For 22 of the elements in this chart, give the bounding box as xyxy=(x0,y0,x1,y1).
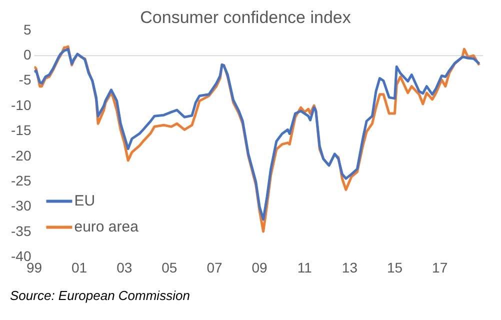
y-tick-label: -20 xyxy=(11,147,32,164)
x-tick-label: 01 xyxy=(72,259,88,276)
y-tick-label: -15 xyxy=(11,122,32,138)
x-tick-label: 15 xyxy=(386,259,403,276)
legend-label: EU xyxy=(74,192,96,210)
y-tick-label: -25 xyxy=(11,172,32,188)
x-tick-label: 11 xyxy=(297,259,312,276)
legend-label: euro area xyxy=(74,218,140,236)
source-note: Source: European Commission xyxy=(10,288,191,303)
y-tick-label: -5 xyxy=(18,72,32,88)
x-tick-label: 13 xyxy=(342,259,358,276)
y-tick-label: 5 xyxy=(23,21,32,38)
y-tick-label: -35 xyxy=(11,222,32,239)
y-tick-label: -10 xyxy=(11,96,32,113)
y-tick-label: 0 xyxy=(23,46,32,62)
x-tick-label: 05 xyxy=(162,259,178,276)
y-tick-label: -30 xyxy=(11,198,32,214)
x-tick-label: 03 xyxy=(116,259,132,276)
x-tick-label: 09 xyxy=(252,259,268,276)
chart-title: Consumer confidence index xyxy=(140,8,352,27)
x-tick-label: 07 xyxy=(206,259,222,276)
x-tick-label: 17 xyxy=(432,259,448,276)
